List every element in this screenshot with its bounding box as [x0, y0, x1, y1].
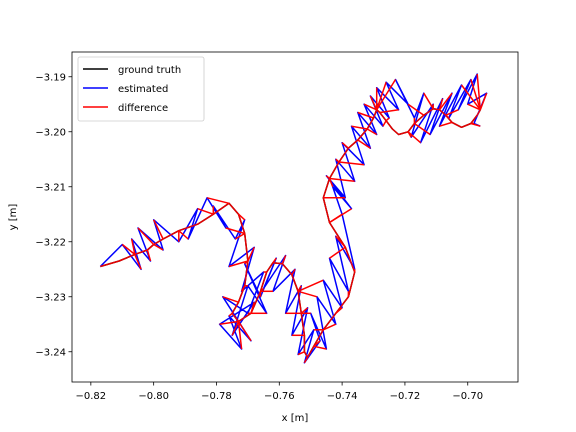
legend: ground truth estimated difference: [77, 56, 205, 122]
difference-segment: [303, 356, 309, 364]
legend-label-estimated: estimated: [118, 84, 168, 95]
difference-segment: [382, 120, 387, 127]
difference-segment: [369, 95, 378, 111]
difference-segment: [121, 243, 136, 255]
x-tick-label: −0.74: [327, 391, 358, 402]
difference-segment: [178, 230, 189, 240]
difference-segment: [357, 139, 371, 149]
y-tick-label: −3.21: [35, 182, 66, 193]
x-tick-label: −0.80: [138, 391, 169, 402]
difference-lines-layer: [100, 73, 488, 364]
difference-segment: [341, 142, 349, 149]
x-axis-ticks: −0.82 −0.80 −0.78 −0.76 −0.74 −0.72 −0.70: [76, 382, 483, 402]
difference-segment: [297, 290, 318, 298]
difference-segment: [438, 92, 453, 111]
y-axis-ticks: −3.19 −3.20 −3.21 −3.22 −3.23 −3.24: [35, 72, 72, 358]
difference-segment: [237, 321, 252, 342]
difference-segment: [329, 177, 355, 183]
difference-segment: [322, 323, 337, 331]
difference-segment: [272, 257, 277, 264]
difference-segment: [134, 254, 142, 270]
difference-segment: [228, 260, 249, 268]
difference-segment: [328, 178, 334, 187]
difference-segment: [247, 246, 255, 262]
y-tick-label: −3.20: [35, 127, 66, 138]
difference-segment: [297, 351, 305, 356]
difference-segment: [237, 321, 243, 350]
difference-segment: [423, 92, 434, 110]
difference-segment: [291, 268, 296, 276]
difference-segment: [357, 111, 374, 119]
difference-segment: [470, 122, 481, 127]
legend-label-ground-truth: ground truth: [118, 65, 181, 76]
difference-segment: [407, 103, 425, 116]
difference-segment: [222, 296, 239, 303]
difference-segment: [439, 121, 453, 127]
difference-segment: [407, 131, 422, 144]
difference-segment: [231, 321, 240, 336]
difference-segment: [470, 79, 482, 111]
legend-box: [77, 56, 205, 122]
difference-segment: [467, 103, 481, 111]
x-tick-label: −0.76: [264, 391, 295, 402]
difference-segment: [329, 208, 352, 224]
difference-segment: [476, 73, 482, 110]
y-tick-label: −3.19: [35, 72, 66, 83]
difference-segment: [153, 219, 164, 240]
x-tick-label: −0.82: [76, 391, 107, 402]
y-tick-label: −3.22: [35, 237, 66, 248]
difference-segment: [379, 109, 399, 114]
difference-segment: [313, 345, 327, 350]
difference-segment: [225, 227, 245, 235]
difference-segment: [153, 243, 164, 251]
x-tick-label: −0.70: [452, 391, 483, 402]
difference-segment: [137, 227, 155, 246]
x-tick-label: −0.78: [201, 391, 232, 402]
difference-segment: [281, 255, 287, 265]
difference-segment: [366, 128, 378, 136]
difference-segment: [219, 320, 239, 325]
difference-segment: [146, 249, 152, 262]
difference-segment: [206, 197, 230, 205]
y-tick-label: −3.24: [35, 347, 66, 358]
difference-segment: [234, 232, 246, 240]
difference-segment: [300, 307, 309, 314]
difference-segment: [130, 238, 136, 255]
x-tick-label: −0.72: [390, 391, 421, 402]
difference-segment: [376, 79, 397, 111]
series-line-difference: [100, 107, 481, 359]
difference-segment: [375, 81, 387, 111]
difference-segment: [197, 207, 214, 215]
y-axis-label: y [m]: [8, 204, 19, 231]
difference-segment: [413, 122, 431, 136]
difference-segment: [479, 92, 488, 111]
axes-frame: [71, 51, 519, 383]
difference-segment: [329, 246, 346, 259]
y-tick-label: −3.23: [35, 292, 66, 303]
legend-label-difference: difference: [118, 103, 168, 114]
difference-segment: [460, 84, 481, 111]
x-axis-label: x [m]: [282, 413, 309, 424]
difference-segment: [351, 125, 368, 130]
difference-segment: [363, 103, 378, 111]
difference-segment: [445, 109, 459, 116]
difference-segment: [338, 161, 365, 166]
difference-segment: [297, 279, 324, 292]
